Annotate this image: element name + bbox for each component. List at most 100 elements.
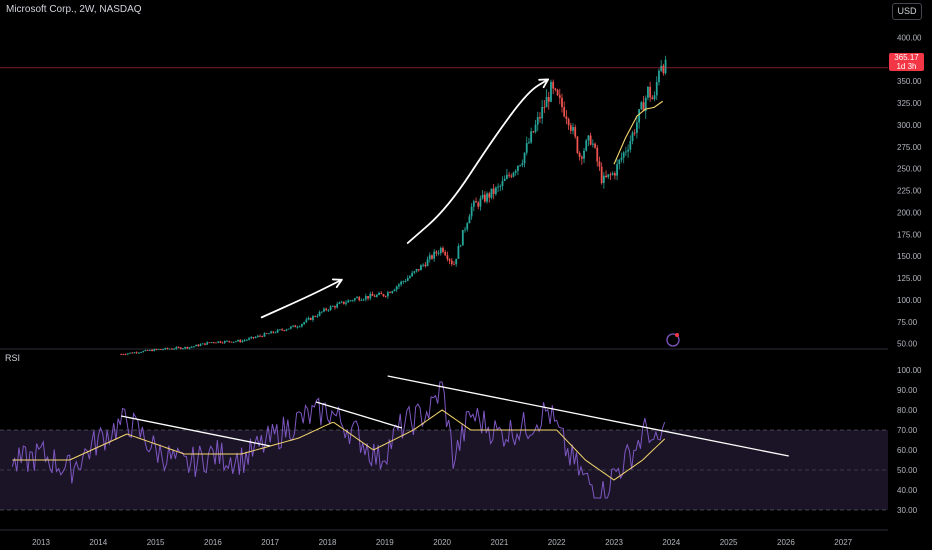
candle-body — [133, 352, 136, 354]
candle-body — [296, 326, 299, 328]
candle-body — [459, 245, 462, 247]
candle-body — [583, 150, 585, 159]
candle-body — [270, 331, 272, 334]
candle-body — [305, 319, 308, 323]
candle-body — [267, 333, 270, 335]
candle-body — [292, 325, 295, 327]
candle-body — [475, 201, 477, 203]
candle-body — [600, 166, 603, 184]
candle-body — [505, 174, 508, 179]
rsi-trendline-1 — [121, 415, 271, 447]
candle-body — [199, 344, 202, 347]
candle-body — [472, 201, 475, 207]
rsi-axis-tick: 60.00 — [897, 446, 918, 455]
time-axis-tick: 2015 — [147, 538, 165, 547]
time-axis-tick: 2026 — [777, 538, 795, 547]
candle-body — [351, 300, 354, 302]
candle-body — [384, 296, 387, 297]
price-axis-tick: 225.00 — [897, 187, 922, 196]
candle-body — [409, 276, 411, 279]
candle-body — [197, 344, 200, 347]
candle-body — [528, 142, 530, 144]
candle-body — [272, 331, 275, 333]
candle-body — [490, 188, 493, 198]
axes-layer: 50.00 75.00 100.00 125.00 150.00 175.00 200.00… — [32, 33, 922, 547]
candle-body — [554, 88, 557, 90]
time-axis-tick: 2022 — [548, 538, 566, 547]
candle-body — [605, 175, 607, 177]
candle-body — [631, 132, 634, 142]
candle-body — [585, 140, 588, 151]
candle-body — [486, 193, 488, 202]
annotation-arrow-1 — [260, 278, 343, 319]
candle-body — [616, 164, 618, 176]
candle-body — [411, 272, 414, 277]
candle-body — [287, 328, 290, 330]
candle-body — [578, 152, 581, 157]
candle-body — [523, 152, 526, 164]
candle-body — [607, 174, 610, 177]
candle-body — [574, 127, 577, 137]
price-axis-tick: 75.00 — [897, 318, 918, 327]
candle-body — [371, 293, 374, 296]
candle-body — [382, 294, 385, 297]
candle-body — [126, 353, 129, 355]
candle-body — [453, 264, 455, 265]
price-axis-tick: 125.00 — [897, 274, 922, 283]
candle-body — [446, 255, 449, 260]
candle-body — [364, 296, 367, 300]
candle-body — [345, 302, 347, 304]
candle-body — [250, 336, 253, 339]
candle-body — [591, 143, 594, 145]
candle-body — [589, 135, 592, 145]
candle-body — [195, 344, 198, 347]
candle-body — [290, 326, 292, 329]
time-axis-tick: 2023 — [605, 538, 623, 547]
time-axis-tick: 2020 — [433, 538, 451, 547]
candle-body — [426, 259, 429, 267]
candle-body — [327, 309, 330, 311]
candle-body — [517, 165, 519, 171]
candle-body — [494, 187, 497, 194]
candle-body — [620, 157, 623, 160]
candle-body — [664, 59, 667, 74]
symbol-title: Microsoft Corp., 2W, NASDAQ — [6, 4, 142, 15]
candle-body — [660, 65, 663, 71]
candle-body — [550, 81, 552, 102]
candle-body — [151, 349, 153, 352]
price-axis-tick: 150.00 — [897, 252, 922, 261]
candle-body — [320, 311, 323, 313]
candle-body — [140, 352, 142, 354]
candle-body — [210, 342, 213, 344]
candle-body — [424, 264, 427, 267]
candle-body — [497, 186, 499, 188]
candle-body — [206, 342, 209, 345]
time-axis-tick: 2014 — [89, 538, 107, 547]
candle-body — [217, 341, 220, 343]
candle-body — [598, 161, 601, 167]
candle-body — [340, 301, 343, 303]
price-axis-tick: 175.00 — [897, 230, 922, 239]
candle-body — [393, 289, 396, 292]
candle-body — [569, 125, 572, 131]
candle-body — [159, 349, 162, 350]
candle-body — [316, 315, 319, 317]
candle-body — [367, 296, 369, 299]
grid-layer — [0, 348, 888, 531]
candle-body — [642, 102, 645, 112]
time-axis-tick: 2021 — [491, 538, 509, 547]
candle-body — [415, 269, 418, 272]
candle-body — [561, 97, 563, 108]
time-axis-tick: 2018 — [319, 538, 337, 547]
currency-button[interactable]: USD — [892, 3, 922, 20]
candle-body — [334, 306, 336, 308]
candle-body — [651, 97, 654, 100]
candle-body — [627, 149, 630, 152]
candle-body — [184, 346, 187, 349]
candle-body — [470, 206, 473, 217]
candle-body — [402, 281, 405, 283]
candle-body — [329, 306, 332, 310]
candle-body — [338, 302, 341, 304]
candle-body — [629, 141, 632, 150]
